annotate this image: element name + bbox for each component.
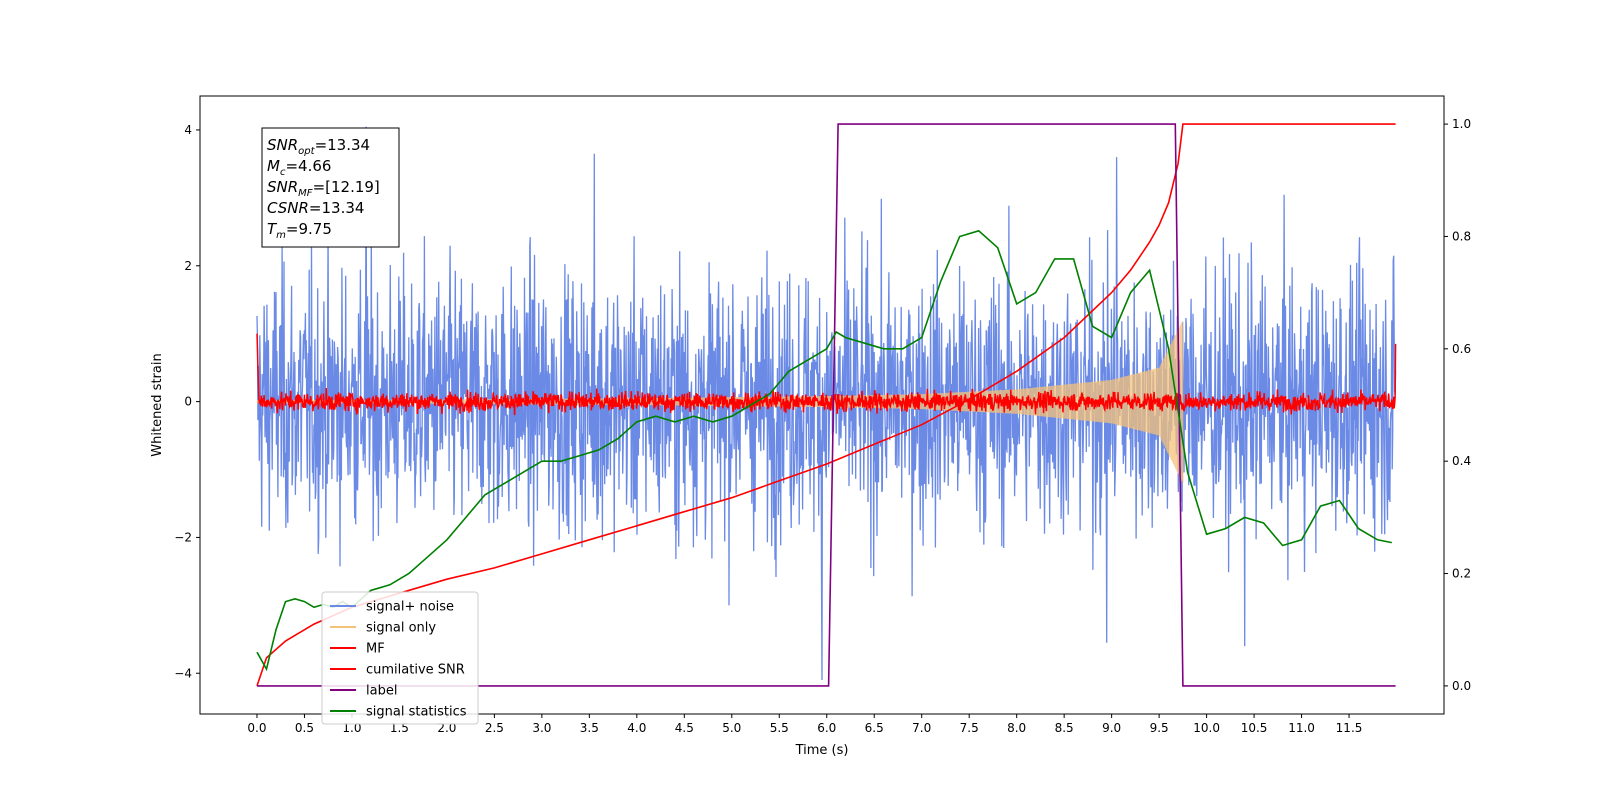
series-signal-statistics (256, 229, 1392, 672)
x-tick-label: 4.5 (675, 721, 694, 735)
x-tick-label: 7.0 (912, 721, 931, 735)
x-tick-label: 5.0 (722, 721, 741, 735)
y-tick-label: 2 (184, 259, 192, 273)
annotation-frame (261, 127, 400, 248)
y2-tick-label: 1.0 (1452, 117, 1471, 131)
series-mf (256, 333, 1397, 416)
y2-tick-label: 0.2 (1452, 567, 1471, 581)
legend-label: signal statistics (366, 705, 467, 720)
x-tick-label: 9.5 (1150, 721, 1169, 735)
y2-axis-ticks: 0.0 0.2 0.4 0.6 0.8 1.0 (1444, 117, 1471, 693)
annotation-line: SNRopt=13.34 (267, 136, 370, 157)
x-tick-label: 10.0 (1193, 721, 1220, 735)
y2-tick-label: 0.4 (1452, 454, 1471, 468)
x-tick-label: 6.5 (865, 721, 884, 735)
series-label (257, 123, 1396, 687)
y-tick-label: −2 (174, 530, 192, 544)
annotation-box: SNRopt=13.34Mc=4.66SNRMF=[12.19]CSNR=13.… (261, 127, 400, 248)
y-tick-label: −4 (174, 666, 192, 680)
annotation-line: Tm=9.75 (267, 220, 332, 241)
x-tick-label: 3.0 (532, 721, 551, 735)
legend-label: MF (366, 642, 385, 657)
x-tick-label: 10.5 (1241, 721, 1268, 735)
plot-frame (199, 95, 1445, 715)
x-tick-label: 11.0 (1288, 721, 1315, 735)
x-tick-label: 0.5 (295, 721, 314, 735)
annotation-line: CSNR=13.34 (267, 199, 364, 217)
legend-label: signal only (366, 621, 436, 636)
annotation-line: SNRMF=[12.19] (267, 178, 380, 199)
x-tick-label: 5.5 (770, 721, 789, 735)
x-axis-label: Time (s) (795, 743, 849, 758)
y-tick-label: 4 (184, 123, 192, 137)
x-axis-ticks: 0.0 0.5 1.0 1.5 2.0 2.5 3.0 3.5 4.0 4.5 5.0 5.5 6.0 6… (247, 714, 1362, 735)
legend-frame (321, 591, 479, 725)
x-tick-label: 6.0 (817, 721, 836, 735)
x-tick-label: 8.0 (1007, 721, 1026, 735)
y-axis-label: Whitened strain (150, 353, 165, 456)
legend-label: cumilative SNR (366, 663, 465, 678)
x-tick-label: 9.0 (1102, 721, 1121, 735)
x-tick-label: 11.5 (1336, 721, 1363, 735)
y2-tick-label: 0.0 (1452, 679, 1471, 693)
annotation-line: Mc=4.66 (267, 157, 331, 178)
series-signal-plus-noise (256, 126, 1397, 681)
x-tick-label: 3.5 (580, 721, 599, 735)
y2-tick-label: 0.8 (1452, 229, 1471, 243)
x-tick-label: 7.5 (960, 721, 979, 735)
x-tick-label: 0.0 (247, 721, 266, 735)
y2-tick-label: 0.6 (1452, 342, 1471, 356)
x-tick-label: 4.0 (627, 721, 646, 735)
legend-label: label (366, 684, 397, 699)
x-tick-label: 8.5 (1055, 721, 1074, 735)
y-axis-ticks: −4 −2 0 2 4 (174, 123, 200, 680)
legend: signal+ noise signal only MF cumilative SNR… (321, 591, 479, 725)
x-tick-label: 2.5 (485, 721, 504, 735)
legend-label: signal+ noise (366, 600, 454, 615)
y-tick-label: 0 (184, 395, 192, 409)
